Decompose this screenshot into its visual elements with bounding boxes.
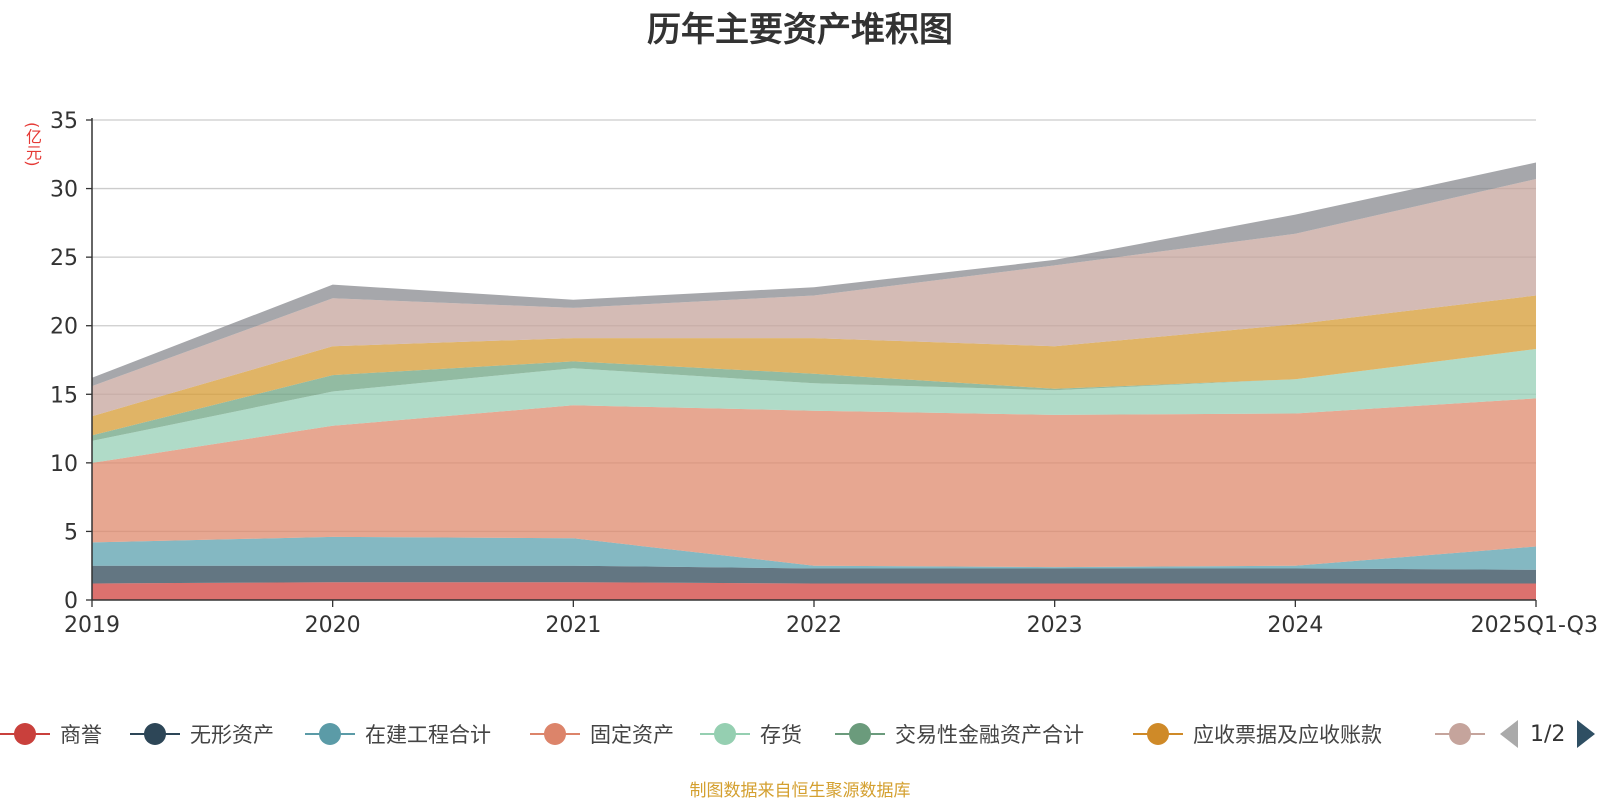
x-tick-label: 2023: [1027, 613, 1083, 638]
legend-item[interactable]: [1435, 712, 1485, 756]
y-tick-label: 30: [50, 178, 78, 203]
y-tick-label: 15: [50, 383, 78, 408]
area-series-7[interactable]: [92, 179, 1536, 417]
y-tick-label: 0: [64, 589, 78, 614]
x-tick-label: 2024: [1267, 613, 1323, 638]
legend-marker-icon: [305, 722, 355, 746]
legend-marker-icon: [700, 722, 750, 746]
legend-item[interactable]: 存货: [700, 712, 802, 756]
legend-label: 应收票据及应收账款: [1193, 723, 1382, 747]
legend-item[interactable]: 应收票据及应收账款: [1133, 712, 1382, 756]
legend-label: 在建工程合计: [365, 723, 491, 747]
legend-label: 存货: [760, 723, 802, 747]
legend-label: 固定资产: [590, 723, 674, 747]
area-series: [92, 162, 1536, 600]
stacked-area-chart: 0 5 10 15 20 25 30 35 2019 2020 2021 2022 2023 2024 20…: [50, 109, 1598, 638]
legend-label: 交易性金融资产合计: [895, 723, 1084, 747]
legend-marker-icon: [130, 722, 180, 746]
legend-marker-icon: [530, 722, 580, 746]
area-series-1[interactable]: [92, 565, 1536, 584]
y-tick-label: 5: [64, 520, 78, 545]
legend-marker-icon: [835, 722, 885, 746]
legend-marker-icon: [1435, 722, 1485, 746]
axes: 0 5 10 15 20 25 30 35 2019 2020 2021 2022 2023 2024 20…: [50, 109, 1598, 638]
legend-page-indicator: 1/2: [1530, 721, 1566, 747]
legend-prev-page-icon[interactable]: [1500, 720, 1518, 748]
x-tick-label: 2021: [545, 613, 601, 638]
legend-item[interactable]: 在建工程合计: [305, 712, 491, 756]
y-tick-label: 25: [50, 246, 78, 271]
legend-label: 商誉: [60, 723, 102, 747]
area-series-0[interactable]: [92, 582, 1536, 600]
legend-next-page-icon[interactable]: [1577, 720, 1596, 748]
legend-pager: 1/2: [1500, 712, 1596, 756]
y-tick-label: 20: [50, 315, 78, 340]
area-series-4[interactable]: [92, 349, 1536, 463]
x-tick-label: 2020: [305, 613, 361, 638]
legend-marker-icon: [0, 722, 50, 746]
legend-item[interactable]: 无形资产: [130, 712, 274, 756]
area-series-5[interactable]: [92, 349, 1536, 441]
x-tick-label: 2022: [786, 613, 842, 638]
y-axis-unit-label: (亿元): [23, 122, 42, 167]
legend-item[interactable]: 交易性金融资产合计: [835, 712, 1084, 756]
chart-title: 历年主要资产堆积图: [647, 10, 953, 50]
legend: 商誉 无形资产 在建工程合计 固定资产 存货 交易性金融资产合计 应收票据及应收账款 1/2: [0, 712, 1600, 756]
x-tick-label: 2019: [64, 613, 120, 638]
area-series-2[interactable]: [92, 536, 1536, 570]
y-tick-label: 35: [50, 109, 78, 134]
area-series-3[interactable]: [92, 398, 1536, 568]
y-tick-label: 10: [50, 452, 78, 477]
legend-marker-icon: [1133, 722, 1183, 746]
area-series-6[interactable]: [92, 295, 1536, 436]
x-tick-label: 2025Q1-Q3: [1471, 613, 1598, 638]
legend-label: 无形资产: [190, 723, 274, 747]
data-source-note: 制图数据来自恒生聚源数据库: [689, 781, 911, 801]
legend-item[interactable]: 固定资产: [530, 712, 674, 756]
legend-item[interactable]: 商誉: [0, 712, 102, 756]
